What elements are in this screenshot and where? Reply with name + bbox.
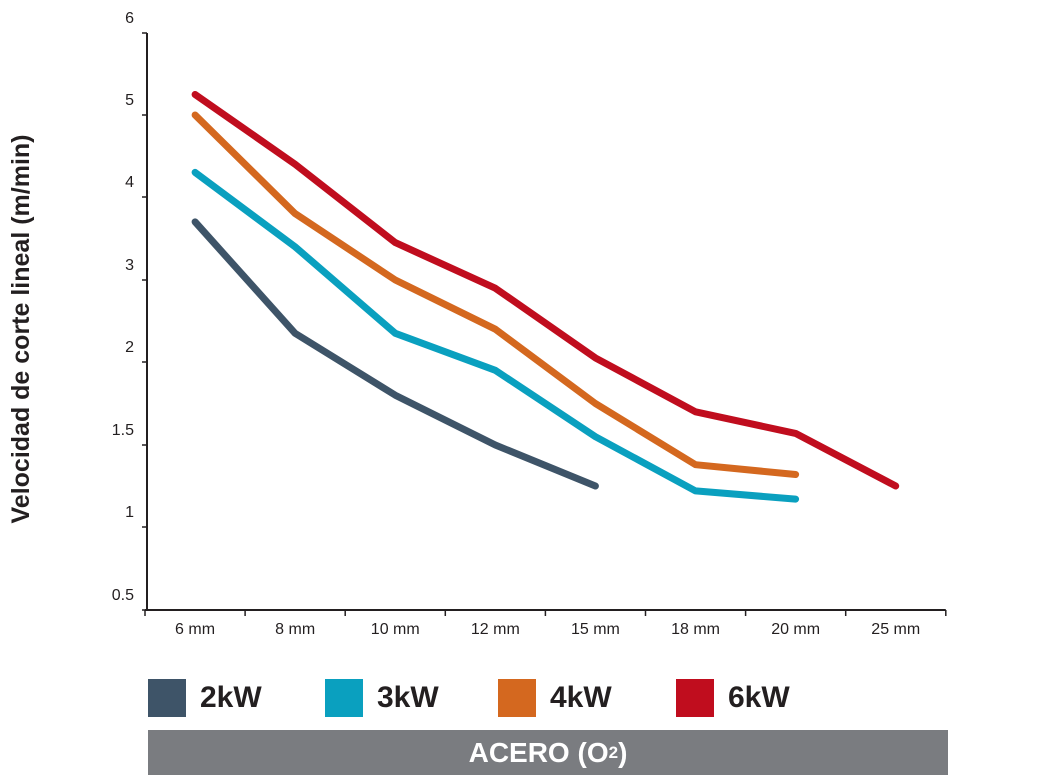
legend-item-2kw: 2kW <box>148 679 262 717</box>
legend-label: 3kW <box>377 681 439 714</box>
series-line-6kw <box>191 91 900 490</box>
legend: 2kW 3kW 4kW 6kW <box>148 679 948 717</box>
y-axis-label: Velocidad de corte lineal (m/min) <box>7 135 35 524</box>
y-tick-label: 0.5 <box>112 587 134 604</box>
x-tick-label: 6 mm <box>175 621 215 638</box>
y-tick-label: 3 <box>125 257 134 274</box>
series-line-4kw <box>191 111 800 478</box>
line-chart: 0.5 1 1.5 2 3 4 5 6 6 mm 8 mm 10 mm 12 mm 15 mm 18 m… <box>7 10 947 638</box>
legend-item-6kw: 6kW <box>676 679 790 717</box>
y-tick-label: 1.5 <box>112 422 134 439</box>
legend-swatch <box>676 679 714 717</box>
x-tick-label: 15 mm <box>571 621 620 638</box>
x-axis-ticks: 6 mm 8 mm 10 mm 12 mm 15 mm 18 mm 20 mm 25 mm <box>144 610 947 638</box>
legend-label: 4kW <box>550 681 612 714</box>
y-tick-label: 5 <box>125 92 134 109</box>
legend-swatch <box>325 679 363 717</box>
y-tick-label: 2 <box>125 339 134 356</box>
x-tick-label: 18 mm <box>671 621 720 638</box>
y-tick-label: 4 <box>125 174 134 191</box>
series-line-2kw <box>191 218 599 490</box>
y-axis-ticks: 0.5 1 1.5 2 3 4 5 6 <box>112 10 147 611</box>
y-tick-label: 6 <box>125 10 134 27</box>
material-banner: ACERO (O 2) <box>148 730 948 775</box>
x-tick-label: 20 mm <box>771 621 820 638</box>
x-tick-label: 12 mm <box>471 621 520 638</box>
legend-label: 6kW <box>728 681 790 714</box>
material-banner-subscript: 2 <box>608 742 619 762</box>
x-tick-label: 25 mm <box>871 621 920 638</box>
legend-swatch <box>148 679 186 717</box>
series-lines <box>191 91 900 503</box>
y-tick-label: 1 <box>125 504 134 521</box>
material-banner-text: ACERO (O <box>468 736 609 768</box>
material-banner-end: ) <box>618 736 628 768</box>
series-line-3kw <box>191 168 800 503</box>
x-tick-label: 8 mm <box>275 621 315 638</box>
x-tick-label: 10 mm <box>371 621 420 638</box>
legend-item-3kw: 3kW <box>325 679 439 717</box>
legend-label: 2kW <box>200 681 262 714</box>
legend-swatch <box>498 679 536 717</box>
legend-item-4kw: 4kW <box>498 679 612 717</box>
